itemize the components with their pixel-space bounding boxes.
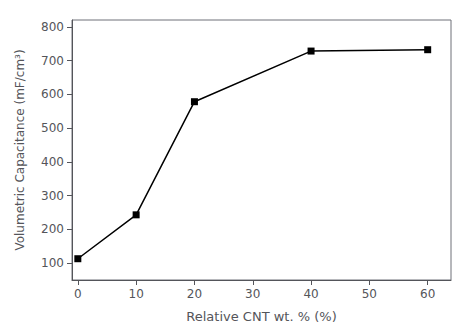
svg-text:30: 30 — [245, 287, 260, 301]
svg-text:40: 40 — [303, 287, 318, 301]
svg-text:700: 700 — [41, 54, 64, 68]
svg-text:400: 400 — [41, 155, 64, 169]
svg-text:50: 50 — [362, 287, 377, 301]
svg-text:60: 60 — [420, 287, 435, 301]
svg-text:Volumetric Capacitance (mF/cm³: Volumetric Capacitance (mF/cm³) — [13, 49, 27, 250]
svg-text:600: 600 — [41, 87, 64, 101]
svg-text:20: 20 — [187, 287, 202, 301]
svg-text:10: 10 — [128, 287, 143, 301]
svg-text:800: 800 — [41, 20, 64, 34]
svg-text:0: 0 — [74, 287, 82, 301]
svg-text:Relative CNT wt. % (%): Relative CNT wt. % (%) — [186, 309, 336, 324]
svg-text:500: 500 — [41, 121, 64, 135]
svg-text:200: 200 — [41, 222, 64, 236]
svg-text:100: 100 — [41, 256, 64, 270]
svg-text:300: 300 — [41, 189, 64, 203]
